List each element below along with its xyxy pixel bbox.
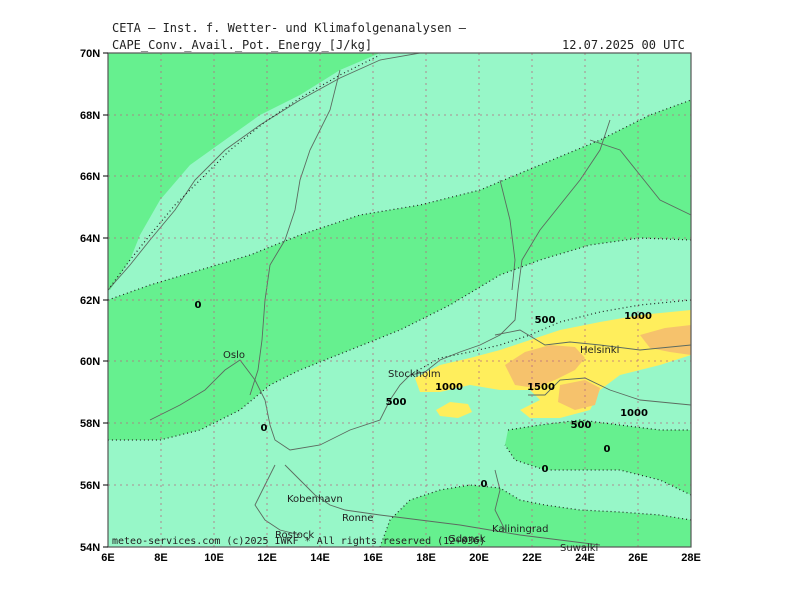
contour-label: 500 [535,315,556,326]
lon-label: 20E [469,552,489,564]
cape-band-south [380,485,691,547]
lon-label: 28E [681,552,701,564]
graticule [108,53,691,547]
cape-band-1500-south [558,380,600,410]
footer-credit: meteo-services.com (c)2025 IWKF * All ri… [112,536,485,547]
latitude-axis: 70N 68N 66N 64N 62N 60N 58N 56N 54N [80,48,100,554]
lat-label: 56N [80,480,100,492]
place-suwalki: Suwalki [560,543,598,554]
cape-contours [108,54,691,547]
cape-band-central [108,100,691,440]
lat-ticks [103,52,108,548]
cape-band-1500 [505,345,585,388]
header-datetime: 12.07.2025 00 UTC [562,38,685,52]
contour-label: 500 [386,397,407,408]
lon-label: 16E [363,552,383,564]
lon-label: 6E [101,552,114,564]
cape-field [108,53,691,547]
lat-label: 68N [80,110,100,122]
longitude-axis: 6E 8E 10E 12E 14E 16E 18E 20E 22E 24E 26… [101,552,701,564]
contour-labels: 0 0 0 0 0 500 500 500 1000 1000 1000 150… [195,300,652,490]
lon-label: 8E [154,552,167,564]
lon-label: 26E [628,552,648,564]
lat-label: 58N [80,418,100,430]
place-rostock: Rostock [275,530,314,541]
cape-band-southeast [505,420,691,495]
place-gdansk: Gdansk [448,534,486,545]
place-labels: Oslo Stockholm Helsinki Kobenhavn Ronne … [223,345,619,554]
lat-label: 70N [80,48,100,60]
lat-label: 62N [80,295,100,307]
lon-label: 14E [310,552,330,564]
contour-label: 500 [571,420,592,431]
lat-label: 60N [80,356,100,368]
contour-label: 1500 [527,382,555,393]
lon-label: 22E [522,552,542,564]
place-kaliningrad: Kaliningrad [492,524,548,535]
cape-band-500-spot [436,402,472,418]
lon-label: 24E [575,552,595,564]
contour-label: 0 [195,300,202,311]
lat-label: 66N [80,171,100,183]
place-kobenhavn: Kobenhavn [287,494,343,505]
contour-label: 0 [604,444,611,455]
contour-label: 0 [261,423,268,434]
lat-label: 54N [80,542,100,554]
place-helsinki: Helsinki [580,345,619,356]
lon-label: 18E [416,552,436,564]
contour-label: 1000 [620,408,648,419]
place-oslo: Oslo [223,350,245,361]
lon-label: 10E [204,552,224,564]
contour-label: 1000 [435,382,463,393]
header-variable: CAPE_Conv._Avail._Pot._Energy_[J/kg] [112,38,373,52]
cape-band-1500-east [640,325,691,355]
header-title: CETA – Inst. f. Wetter- und Klimafolgena… [112,21,467,35]
contour-label: 1000 [624,311,652,322]
cape-band-west [108,53,380,290]
place-ronne: Ronne [342,513,373,524]
contour-label: 0 [542,464,549,475]
lat-label: 64N [80,233,100,245]
contour-label: 0 [481,479,488,490]
place-stockholm: Stockholm [388,369,441,380]
lon-label: 12E [257,552,277,564]
coastlines [108,53,691,546]
